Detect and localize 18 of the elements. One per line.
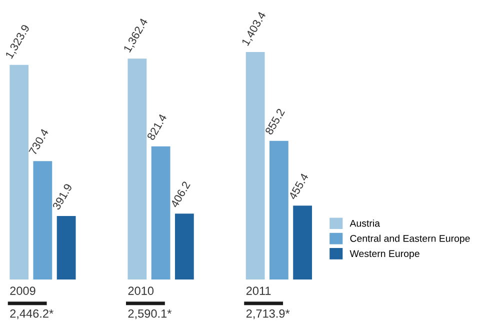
legend-label: Western Europe xyxy=(350,250,420,259)
total-label: 2,590.1* xyxy=(128,309,172,320)
x-tick-label: 2009 xyxy=(10,286,36,295)
bar xyxy=(10,64,28,280)
bar xyxy=(174,214,194,280)
total-label: 2,446.2* xyxy=(10,309,54,320)
bar xyxy=(269,140,288,280)
bar xyxy=(293,206,312,280)
bar xyxy=(56,216,76,280)
bar xyxy=(128,58,147,280)
total-label: 2,713.9* xyxy=(246,309,290,320)
x-tick-label: 2010 xyxy=(128,286,154,295)
legend-label: Austria xyxy=(350,220,380,227)
bar xyxy=(151,146,170,280)
bar xyxy=(246,52,265,280)
bar xyxy=(33,161,52,280)
legend-label: Central and Eastern Europe xyxy=(350,234,470,244)
x-tick-label: 2011 xyxy=(246,286,271,295)
